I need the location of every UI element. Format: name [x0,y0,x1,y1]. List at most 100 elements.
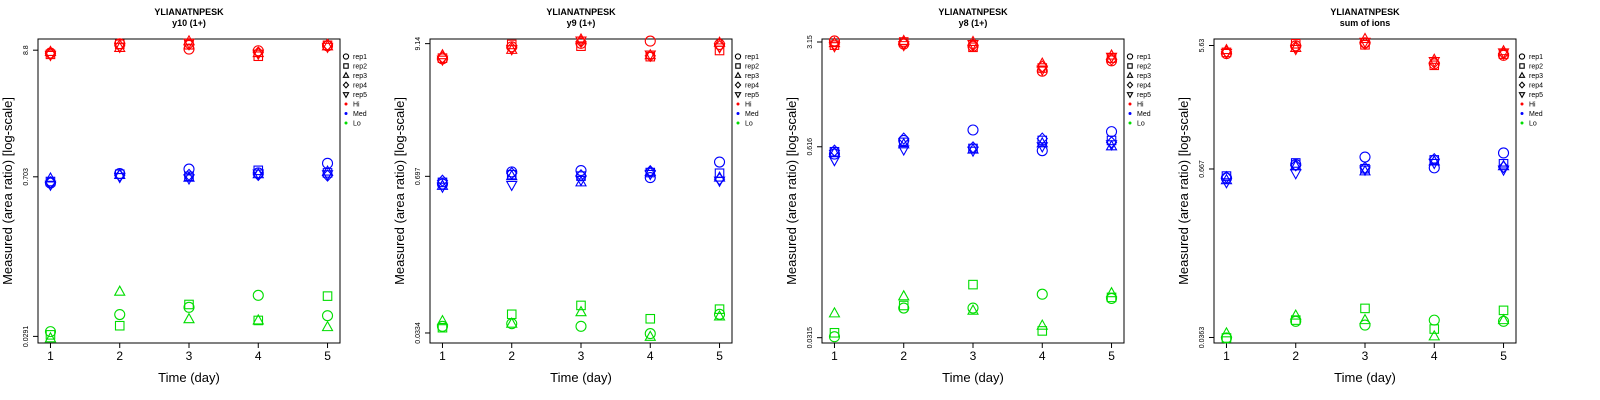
legend-label: rep3 [353,73,367,80]
legend-label: rep1 [1529,54,1543,61]
data-point-hi-rep3 [1428,53,1441,64]
legend-marker-rep2 [735,63,741,69]
data-point-lo-rep2 [1429,324,1440,334]
data-point-med-rep3 [436,179,449,190]
x-tick-label: 2 [1292,349,1299,363]
data-point-med-rep5 [252,169,265,181]
data-point-med-rep5 [436,182,449,194]
legend-marker-rep4 [342,81,350,89]
data-point-med-rep1 [575,164,587,177]
data-point-hi-rep4 [1105,53,1118,66]
data-point-lo-rep1 [1220,332,1233,344]
data-point-med-rep3 [44,171,57,183]
data-point-lo-rep3 [1428,329,1441,341]
data-point-hi-rep5 [644,50,657,62]
legend-label: Hi [1137,102,1144,109]
data-point-hi-rep1 [1105,55,1118,67]
legend-label: rep1 [745,54,759,61]
data-point-lo-rep3 [1289,308,1302,320]
legend-marker-rep5 [1518,92,1526,99]
legend-marker-rep4 [1518,81,1526,89]
legend: rep1 rep2 rep3 rep4 rep5 Hi Med Lo [1518,53,1543,128]
data-point-med-rep3 [183,171,195,182]
legend-label: Med [353,111,367,118]
x-tick-label: 5 [1500,349,1507,363]
data-point-lo-rep3 [252,313,265,325]
chart-subtitle: y8 (1+) [959,18,988,28]
data-point-hi-rep5 [1220,48,1233,60]
data-point-hi-rep5 [1036,65,1049,77]
data-point-hi-rep5 [1289,44,1302,56]
data-point-lo-rep1 [967,302,979,314]
legend-label: rep3 [1529,73,1543,80]
legend: rep1 rep2 rep3 rep4 rep5 Hi Med Lo [734,53,759,128]
legend-marker-rep3 [734,71,742,78]
data-point-med-rep5 [1220,178,1233,189]
data-point-med-rep2 [1290,158,1301,168]
data-point-med-rep1 [1428,162,1440,174]
legend-label: rep5 [1137,92,1151,99]
data-point-lo-rep1 [1359,319,1371,331]
legend-marker-rep1 [734,53,742,60]
chart-title: YLIANATNPESK [1330,7,1400,17]
plot-frame [37,38,341,344]
legend-marker-med [1520,112,1524,115]
data-point-lo-rep2 [437,322,448,333]
data-point-hi-rep5 [967,40,979,51]
data-point-hi-rep3 [1289,41,1302,52]
data-point-hi-rep4 [436,51,449,64]
x-axis-label: Time (day) [942,370,1004,385]
x-tick-label: 1 [47,349,54,363]
data-point-lo-rep2 [968,279,978,290]
data-point-lo-rep3 [1220,326,1233,338]
data-point-lo-rep2 [829,327,840,338]
data-point-med-rep5 [1289,169,1302,180]
data-point-lo-rep3 [575,305,587,317]
legend-marker-med [736,112,740,115]
data-point-lo-rep2 [1221,333,1232,343]
legend-marker-lo [1520,121,1524,125]
x-tick-label: 5 [1108,349,1115,363]
data-point-hi-rep5 [575,36,587,48]
data-point-lo-rep2 [645,313,656,324]
legend-label: rep2 [353,64,367,71]
data-point-lo-rep3 [1105,286,1118,298]
data-point-med-rep4 [1036,132,1049,145]
data-point-hi-rep5 [252,49,265,61]
x-tick-label: 4 [255,349,262,363]
data-point-hi-rep3 [183,34,195,46]
data-point-lo-rep3 [436,314,449,326]
y-tick-label: 0.616 [807,138,814,156]
legend-label: Lo [1137,121,1145,128]
data-point-med-rep5 [644,169,657,181]
y-axis-label: Measured (area ratio) [log-scale] [392,97,407,285]
data-point-med-rep5 [897,145,910,157]
data-point-med-rep1 [967,124,979,136]
legend-marker-rep2 [1519,63,1525,69]
data-point-med-rep3 [252,167,265,179]
legend-label: Lo [353,121,361,128]
data-point-lo-rep1 [898,302,910,314]
data-point-hi-rep5 [321,42,334,54]
data-point-med-rep5 [183,174,195,186]
data-point-lo-rep3 [967,304,979,315]
chart-subtitle: sum of ions [1340,18,1391,28]
data-point-med-rep4 [575,169,587,182]
data-point-lo-rep1 [713,308,726,320]
legend-label: rep5 [745,92,759,99]
legend-marker-rep1 [1126,53,1134,60]
data-point-hi-rep4 [1036,60,1049,73]
x-tick-label: 4 [1431,349,1438,363]
data-point-med-rep4 [183,168,195,182]
x-tick-label: 2 [900,349,907,363]
chart-title: YLIANATNPESK [938,7,1008,17]
data-point-hi-rep1 [183,43,195,55]
legend-label: rep5 [1529,92,1543,99]
legend-marker-lo [1128,121,1132,125]
chart-title: YLIANATNPESK [546,7,616,17]
x-tick-label: 4 [647,349,654,363]
y-tick-label: 0.0291 [23,326,30,348]
legend-label: rep4 [1137,83,1151,90]
